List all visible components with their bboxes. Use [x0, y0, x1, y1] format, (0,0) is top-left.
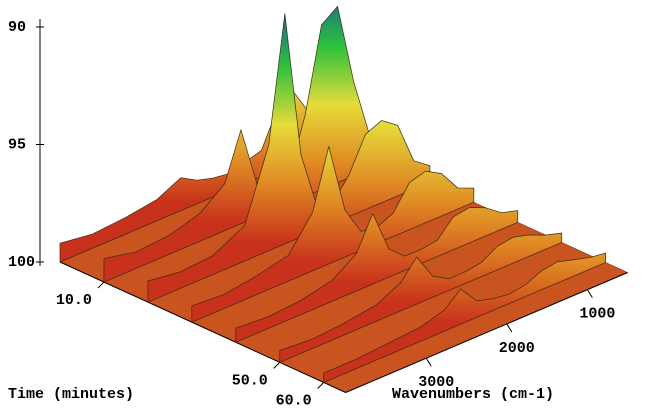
- x-tick: [506, 323, 513, 333]
- z-tick-label: 95: [8, 136, 26, 153]
- surface-slice: [279, 232, 563, 363]
- surface-slice: [323, 252, 607, 383]
- z-tick-label: 100: [8, 254, 35, 271]
- x-tick-label: 2000: [499, 340, 535, 357]
- x-axis-line: [345, 272, 628, 393]
- y-tick: [273, 362, 281, 369]
- y-tick: [317, 382, 325, 389]
- y-tick-label: 10.0: [56, 292, 92, 309]
- surface-slice: [235, 207, 519, 343]
- x-tick-label: 1000: [579, 306, 615, 323]
- z-tick-label: 90: [8, 19, 26, 36]
- y-tick: [97, 281, 105, 289]
- x-axis-label: Wavenumbers (cm-1): [392, 386, 554, 403]
- x-tick: [425, 357, 432, 367]
- y-axis-line: [59, 261, 346, 393]
- y-tick-label: 60.0: [276, 392, 312, 409]
- x-tick: [586, 289, 593, 298]
- y-axis-label: Time (minutes): [8, 386, 134, 403]
- y-tick-label: 50.0: [232, 372, 268, 389]
- x-tick-label: 3000: [418, 374, 454, 391]
